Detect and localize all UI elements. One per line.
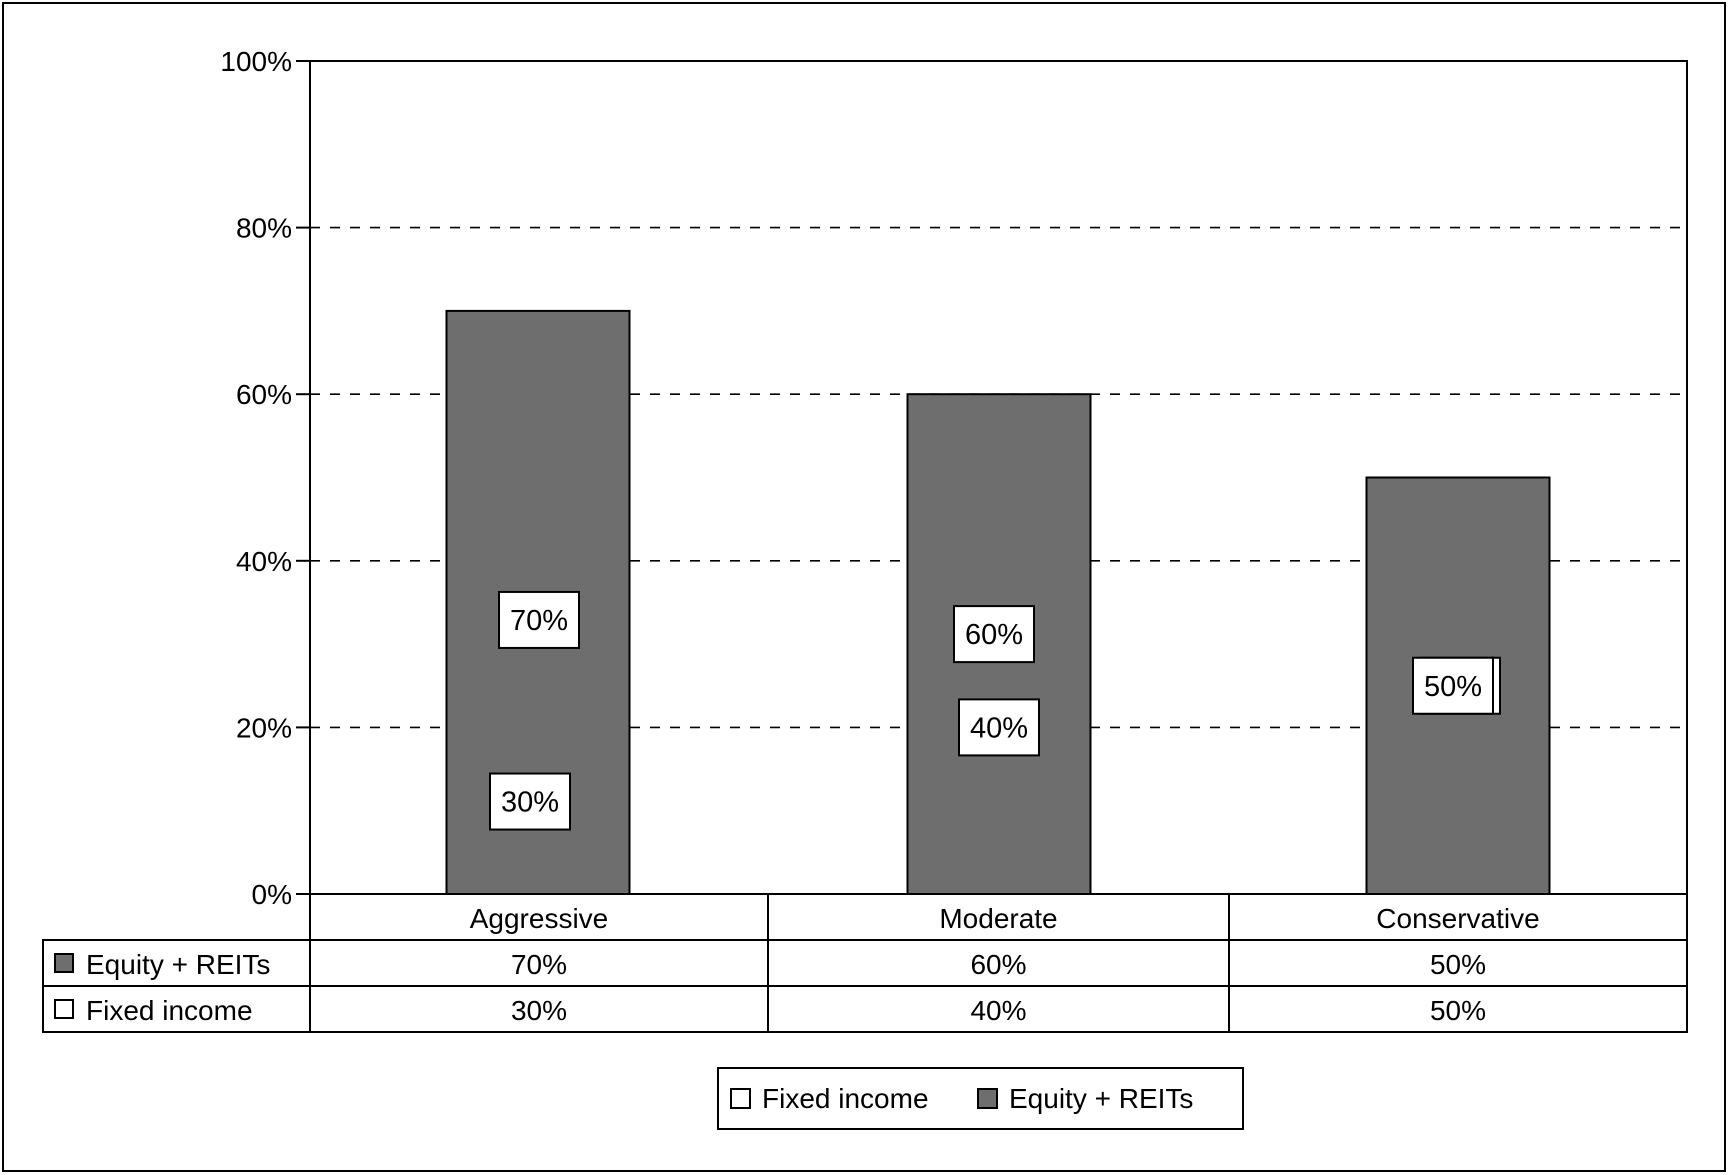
table-swatch-fixed-income — [54, 999, 74, 1019]
x-category-label-conservative: Conservative — [1376, 903, 1539, 934]
data-label-box-aggressive-equity-reits — [498, 590, 580, 649]
table-row-header-fixed-income: Fixed income — [86, 995, 253, 1026]
legend-label-equity-reits: Equity + REITs — [1009, 1083, 1193, 1114]
legend-swatch-fixed-income — [730, 1088, 751, 1109]
x-category-label-aggressive: Aggressive — [470, 903, 609, 934]
y-tick-label-40: 40% — [236, 546, 292, 577]
table-row-header-equity-reits: Equity + REITs — [86, 949, 270, 980]
table-cell-equity-reits-aggressive: 70% — [511, 949, 567, 980]
legend-label-fixed-income: Fixed income — [762, 1083, 929, 1114]
table-swatch-equity-reits — [54, 953, 74, 973]
legend: Fixed income Equity + REITs — [717, 1067, 1244, 1130]
y-tick-label-80: 80% — [236, 213, 292, 244]
legend-box — [717, 1067, 1244, 1130]
bars — [445, 309, 1551, 895]
table-cell-equity-reits-moderate: 60% — [970, 949, 1026, 980]
legend-swatch-equity-reits — [977, 1088, 998, 1109]
table-cell-fixed-income-conservative: 50% — [1430, 995, 1486, 1026]
table-cell-equity-reits-conservative: 50% — [1430, 949, 1486, 980]
y-tick-label-60: 60% — [236, 379, 292, 410]
data-label-aggressive-fixed-income: 30% — [501, 787, 559, 819]
data-label-box-conservative-equity-reits — [1412, 656, 1494, 715]
data-label-box-aggressive-fixed-income — [489, 772, 571, 831]
table-cell-fixed-income-aggressive: 30% — [511, 995, 567, 1026]
y-tick-label-0: 0% — [252, 879, 292, 910]
data-label-moderate-equity-reits: 60% — [965, 619, 1023, 651]
data-label-box-moderate-equity-reits — [953, 605, 1035, 664]
data-label-box-moderate-fixed-income — [958, 698, 1040, 757]
data-label-conservative-equity-reits: 50% — [1424, 671, 1482, 703]
data-labels: 30%70%40%60%50%50% — [489, 590, 1501, 831]
data-label-aggressive-equity-reits: 70% — [510, 605, 568, 637]
x-category-label-moderate: Moderate — [939, 903, 1057, 934]
y-tick-label-100: 100% — [220, 46, 292, 77]
data-table: Aggressive Moderate Conservative Equity + R… — [42, 893, 1688, 1033]
y-axis: 0% 20% 40% 60% 80% 100% — [220, 46, 310, 910]
y-tick-label-20: 20% — [236, 712, 292, 743]
table-cell-fixed-income-moderate: 40% — [970, 995, 1026, 1026]
data-label-moderate-fixed-income: 40% — [970, 712, 1028, 744]
